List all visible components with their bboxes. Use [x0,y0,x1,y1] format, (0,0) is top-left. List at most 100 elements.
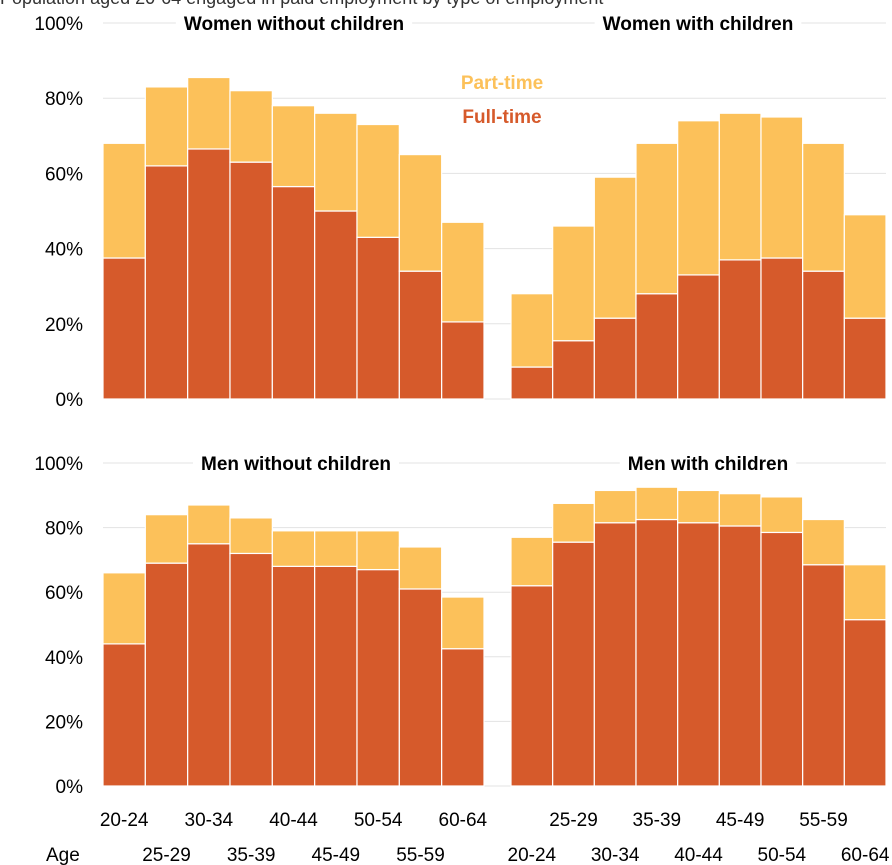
bar-women-without-children-full-time-35-39 [229,161,273,400]
y-tick-label: 40% [45,648,83,669]
bar-men-with-children-part-time-20-24 [510,536,554,587]
bar-men-without-children-part-time-55-59 [398,546,443,590]
bar-women-with-children-full-time-20-24 [510,366,554,400]
bar-men-without-children-full-time-45-49 [314,565,358,787]
x-tick-label-left-30-34: 30-34 [185,810,234,831]
legend-part-time: Part-time [461,73,543,94]
bar-women-with-children-full-time-45-49 [718,259,762,400]
bar-women-without-children-part-time-35-39 [229,90,273,163]
bar-men-without-children-part-time-45-49 [314,530,358,567]
x-tick-label-left-20-24: 20-24 [100,810,149,831]
x-axis-label: Age [46,845,80,865]
bar-men-without-children-full-time-55-59 [398,588,443,787]
bar-women-with-children-part-time-55-59 [802,142,845,272]
bar-men-without-children-full-time-25-29 [144,562,189,787]
bar-women-with-children-part-time-20-24 [510,293,554,368]
bar-men-without-children-full-time-20-24 [102,643,146,787]
y-tick-label: 20% [45,712,83,733]
panel-title-background [193,452,399,477]
bar-men-with-children-full-time-20-24 [510,585,554,787]
bar-women-with-children-part-time-45-49 [718,112,762,261]
bar-women-without-children-part-time-30-34 [187,76,231,150]
bar-women-with-children-part-time-25-29 [552,225,595,342]
bar-men-with-children-full-time-40-44 [677,522,720,787]
bar-men-with-children-full-time-55-59 [802,564,845,787]
bar-women-with-children-full-time-60-64 [843,317,887,400]
bar-women-with-children-full-time-40-44 [677,274,720,400]
y-tick-label: 60% [45,164,83,185]
bar-women-without-children-part-time-40-44 [271,105,316,188]
panel-title-men-without-children: Men without children [201,454,391,475]
x-tick-label-left-25-29: 25-29 [142,845,191,865]
x-tick-label-right-25-29: 25-29 [549,810,598,831]
bar-men-with-children-full-time-30-34 [593,522,637,787]
bar-women-without-children-full-time-25-29 [144,165,189,400]
x-tick-label-left-45-49: 45-49 [312,845,361,865]
y-tick-label: 20% [45,315,83,336]
bar-women-with-children-full-time-25-29 [552,340,595,400]
x-tick-label-left-40-44: 40-44 [269,810,318,831]
bar-women-with-children-part-time-40-44 [677,120,720,276]
bar-women-without-children-part-time-20-24 [102,142,146,259]
bar-women-with-children-part-time-30-34 [593,176,637,319]
bar-women-with-children-full-time-30-34 [593,317,637,400]
bar-men-with-children-full-time-50-54 [760,531,804,787]
bar-women-without-children-part-time-55-59 [398,154,443,272]
bar-men-with-children-part-time-60-64 [843,564,887,621]
bar-men-without-children-part-time-60-64 [441,596,485,650]
bar-men-with-children-part-time-55-59 [802,518,845,566]
y-tick-label: 60% [45,583,83,604]
panel-title-women-with-children: Women with children [603,14,794,35]
y-tick-label: 100% [34,14,83,35]
x-tick-label-left-35-39: 35-39 [227,845,276,865]
x-tick-label-left-60-64: 60-64 [439,810,488,831]
y-tick-label: 40% [45,240,83,261]
bar-women-without-children-full-time-55-59 [398,270,443,400]
chart-caption: Population aged 20-64 engaged in paid em… [0,0,892,8]
x-tick-label-right-30-34: 30-34 [591,845,640,865]
bar-women-without-children-full-time-50-54 [356,236,400,400]
bar-men-with-children-full-time-60-64 [843,619,887,787]
bar-women-without-children-part-time-50-54 [356,123,400,238]
x-tick-label-right-40-44: 40-44 [674,845,723,865]
y-tick-label: 0% [56,777,84,798]
bar-men-with-children-part-time-30-34 [593,489,637,524]
y-tick-label: 80% [45,519,83,540]
bar-men-with-children-part-time-50-54 [760,496,804,534]
bar-women-without-children-full-time-40-44 [271,185,316,400]
legend-full-time: Full-time [462,107,541,128]
bar-women-without-children-full-time-60-64 [441,321,485,400]
bar-women-with-children-part-time-35-39 [635,142,679,295]
bar-men-without-children-full-time-30-34 [187,543,231,787]
y-tick-label: 100% [34,454,83,475]
x-tick-label-right-20-24: 20-24 [508,845,557,865]
x-tick-label-right-45-49: 45-49 [716,810,765,831]
bar-men-without-children-part-time-35-39 [229,517,273,555]
bar-women-without-children-full-time-30-34 [187,148,231,400]
bar-men-without-children-part-time-40-44 [271,530,316,567]
bar-men-without-children-part-time-20-24 [102,572,146,645]
y-tick-label: 80% [45,89,83,110]
bar-women-with-children-part-time-60-64 [843,214,887,319]
bar-women-with-children-full-time-35-39 [635,293,679,400]
x-tick-label-left-55-59: 55-59 [396,845,445,865]
bar-women-with-children-full-time-50-54 [760,257,804,400]
bar-women-with-children-part-time-50-54 [760,116,804,259]
bar-men-without-children-part-time-25-29 [144,514,189,564]
bar-women-without-children-full-time-45-49 [314,210,358,400]
bar-men-with-children-full-time-35-39 [635,518,679,787]
bar-men-without-children-full-time-40-44 [271,565,316,787]
bar-men-with-children-full-time-45-49 [718,525,762,787]
x-tick-label-right-55-59: 55-59 [799,810,848,831]
bar-men-with-children-part-time-35-39 [635,486,679,521]
bar-men-with-children-full-time-25-29 [552,541,595,787]
panel-title-background [175,12,413,37]
panel-title-men-with-children: Men with children [628,454,788,475]
bar-men-without-children-full-time-60-64 [441,648,485,787]
x-tick-label-right-35-39: 35-39 [633,810,682,831]
bar-men-without-children-full-time-35-39 [229,552,273,787]
bar-men-with-children-part-time-25-29 [552,502,595,543]
panel-title-background [594,12,802,37]
bar-women-without-children-full-time-20-24 [102,257,146,400]
